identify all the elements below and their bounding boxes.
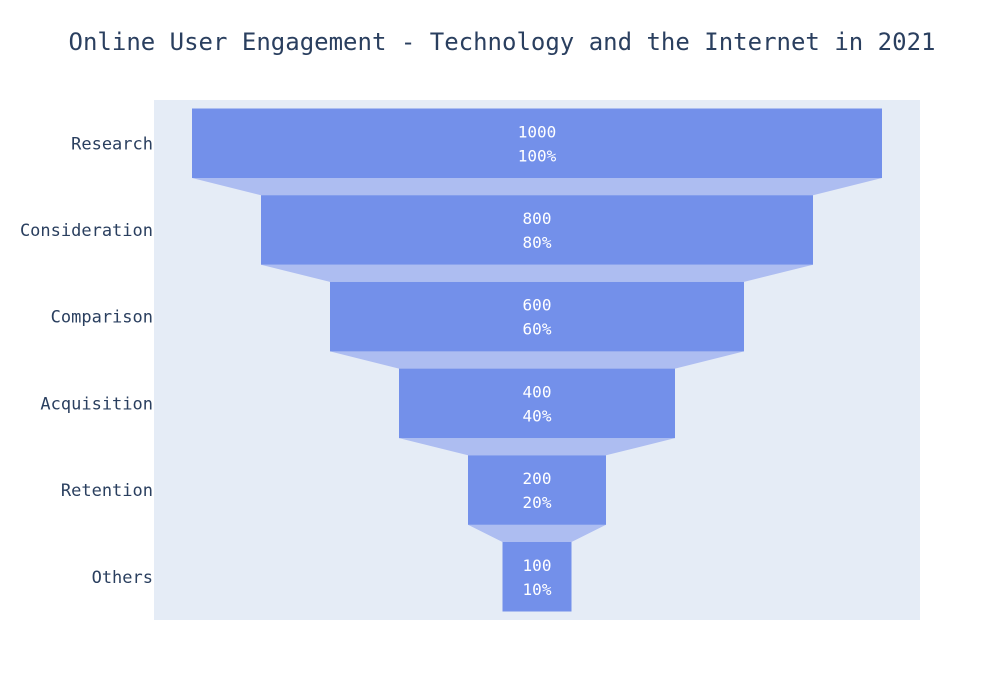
- funnel-connector: [468, 524, 606, 542]
- category-label: Comparison: [51, 308, 153, 328]
- funnel-connector: [399, 438, 675, 456]
- funnel-bar-retention: [468, 455, 606, 525]
- chart-title: Online User Engagement - Technology and …: [69, 28, 936, 56]
- bar-value-label: 800: [523, 209, 552, 228]
- bar-percent-label: 100%: [518, 146, 557, 165]
- category-label: Research: [71, 134, 153, 154]
- bar-value-label: 400: [523, 382, 552, 401]
- category-label: Acquisition: [40, 394, 153, 414]
- funnel-labels: 1000 100% Research 800 80% Consideration 600 60…: [20, 122, 557, 599]
- funnel-connector: [261, 264, 813, 282]
- category-label: Others: [92, 568, 153, 588]
- category-label: Consideration: [20, 221, 153, 241]
- funnel-connector: [330, 351, 744, 369]
- funnel-bar-others: [502, 542, 572, 612]
- bar-value-label: 200: [523, 469, 552, 488]
- bar-value-label: 100: [523, 556, 552, 575]
- funnel-bar-research: [192, 108, 882, 178]
- bar-percent-label: 60%: [523, 320, 552, 339]
- funnel-bar-consideration: [261, 195, 813, 265]
- funnel-bar-comparison: [330, 281, 744, 352]
- funnel-connector: [192, 178, 882, 196]
- bar-percent-label: 40%: [523, 406, 552, 425]
- funnel-connectors: [192, 178, 882, 542]
- bar-percent-label: 10%: [523, 580, 552, 599]
- bar-value-label: 1000: [518, 122, 557, 141]
- category-label: Retention: [61, 481, 153, 501]
- bar-percent-label: 80%: [523, 233, 552, 252]
- funnel-bars: [192, 108, 882, 612]
- funnel-bar-acquisition: [399, 368, 675, 439]
- bar-percent-label: 20%: [523, 493, 552, 512]
- bar-value-label: 600: [523, 296, 552, 315]
